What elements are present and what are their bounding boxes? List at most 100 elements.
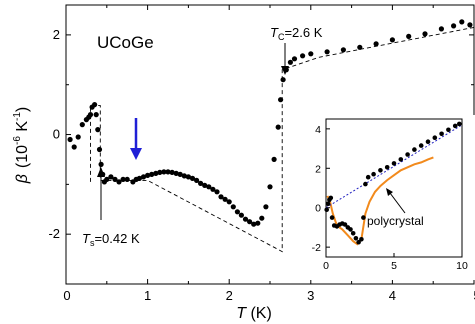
data-point	[214, 189, 220, 195]
inset-data-point	[457, 121, 462, 127]
blue-arrow	[130, 118, 142, 160]
data-point	[96, 146, 103, 153]
inset-data-point	[405, 152, 410, 157]
inset-data-point	[439, 131, 444, 137]
tc-arrow-head	[281, 66, 289, 75]
data-point	[136, 175, 142, 181]
data-point	[75, 134, 81, 140]
data-point	[340, 47, 346, 53]
inset-data-point	[412, 147, 417, 152]
data-point	[120, 176, 126, 182]
data-point	[206, 184, 212, 190]
inset-y-tick-label: 0	[315, 203, 321, 215]
data-point	[92, 102, 98, 108]
polycrystal-annotation: polycrystal	[367, 188, 424, 228]
data-point	[185, 174, 191, 180]
inset-data-series	[324, 121, 463, 246]
data-point	[259, 215, 265, 221]
data-point	[194, 177, 200, 183]
main-x-axis: 0 1 2 3 4 5	[63, 5, 475, 303]
inset-x-tick-label: 5	[391, 260, 397, 272]
data-point	[422, 31, 428, 37]
data-point	[181, 173, 187, 179]
data-point	[198, 180, 204, 186]
data-point	[218, 194, 224, 200]
data-point	[238, 212, 244, 218]
data-point	[308, 51, 314, 57]
chart-title-annotation: UCoGe	[97, 33, 154, 52]
x-tick-label: 3	[307, 288, 314, 303]
data-point	[149, 171, 155, 177]
data-point	[267, 184, 273, 190]
inset-data-point	[328, 195, 334, 201]
data-point	[275, 124, 281, 130]
data-point	[145, 172, 151, 178]
data-point	[108, 174, 114, 180]
inset-data-point	[418, 143, 424, 148]
inset-data-point	[384, 165, 390, 170]
data-point	[79, 122, 85, 128]
inset-x-tick-label: 0	[323, 260, 329, 272]
inset-data-point	[361, 215, 366, 220]
data-point	[222, 196, 228, 202]
inset-data-point	[425, 139, 431, 144]
inset-data-point	[452, 123, 458, 129]
data-point	[287, 59, 293, 65]
data-point	[112, 176, 118, 182]
inset-fit-line	[325, 124, 463, 209]
data-point	[116, 179, 122, 185]
inset-data-point	[324, 207, 330, 212]
inset-data-point	[432, 135, 438, 140]
x-tick-label: 0	[63, 288, 70, 303]
data-point	[140, 174, 147, 180]
data-point	[263, 204, 269, 210]
data-point	[255, 220, 261, 226]
data-point	[173, 170, 179, 176]
data-point	[324, 49, 330, 55]
y-tick-label: 0	[53, 127, 60, 142]
inset-data-point	[363, 181, 368, 187]
y-tick-label: -2	[48, 226, 60, 241]
inset-data-point	[342, 222, 348, 227]
data-point	[291, 56, 298, 62]
svg-text:polycrystal: polycrystal	[367, 214, 424, 228]
inset-data-point	[391, 161, 397, 166]
inset-x-tick-label: 10	[456, 260, 468, 272]
x-tick-label: 5	[473, 288, 475, 303]
inset-data-point	[329, 215, 335, 220]
inset-y-tick-label: 4	[315, 124, 321, 136]
data-point	[373, 41, 379, 47]
inset-data-point	[371, 171, 376, 177]
data-point	[161, 169, 167, 175]
data-point	[247, 219, 253, 225]
inset-data-point	[359, 237, 364, 242]
inset-data-point	[378, 168, 383, 173]
data-point	[389, 37, 395, 43]
x-tick-label: 2	[226, 288, 233, 303]
data-point	[467, 22, 473, 28]
data-point	[153, 170, 159, 176]
main-data-series	[67, 19, 473, 227]
data-point	[278, 97, 284, 103]
x-tick-label: 1	[144, 288, 151, 303]
data-point	[242, 216, 249, 222]
data-point	[71, 144, 77, 150]
inset-x-axis: 0 5 10	[323, 253, 468, 272]
data-point	[98, 161, 104, 167]
inset-data-point	[446, 127, 451, 133]
data-point	[271, 156, 277, 162]
data-point	[87, 112, 94, 118]
inset-data-point	[325, 201, 331, 207]
data-point	[451, 23, 457, 29]
data-point	[459, 19, 465, 25]
svg-text:Ts=0.42 K: Ts=0.42 K	[82, 231, 140, 248]
data-point	[202, 182, 208, 188]
ts-annotation: Ts=0.42 K	[82, 167, 140, 248]
data-point	[406, 33, 412, 40]
inset-y-axis: -2 0 2 4	[312, 124, 330, 254]
data-point	[177, 171, 183, 177]
y-tick-label: 2	[53, 27, 60, 42]
inset-y-tick-label: -2	[312, 242, 321, 254]
data-point	[169, 169, 175, 175]
tc-annotation: TC=2.6 K	[270, 25, 323, 75]
